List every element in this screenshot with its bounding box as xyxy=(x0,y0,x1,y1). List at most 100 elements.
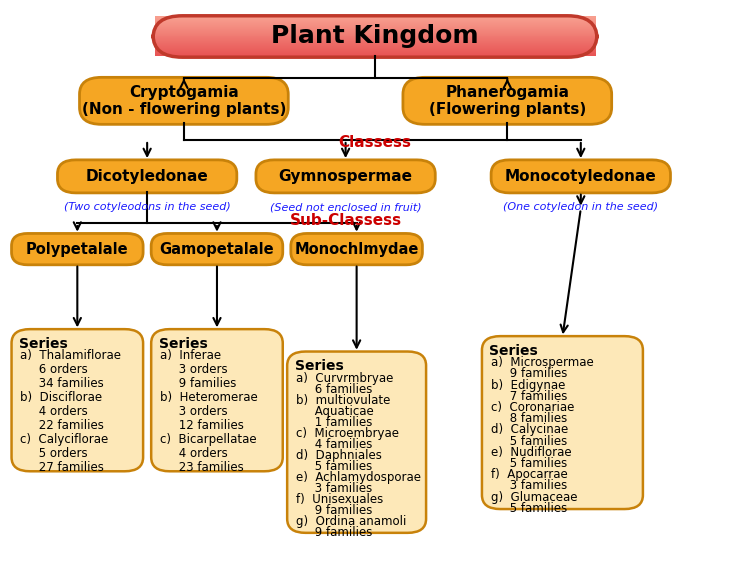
Text: 5 families: 5 families xyxy=(490,502,567,515)
Text: g)  Glumaceae: g) Glumaceae xyxy=(490,490,578,504)
Text: a)  Thalamiflorae: a) Thalamiflorae xyxy=(20,349,122,362)
FancyBboxPatch shape xyxy=(154,41,596,42)
Text: d)  Daphniales: d) Daphniales xyxy=(296,449,382,462)
Text: Cryptogamia
(Non - flowering plants): Cryptogamia (Non - flowering plants) xyxy=(82,85,286,117)
FancyBboxPatch shape xyxy=(154,49,596,50)
Text: d)  Calycinae: d) Calycinae xyxy=(490,424,568,436)
Text: Aquaticae: Aquaticae xyxy=(296,405,374,418)
FancyBboxPatch shape xyxy=(154,51,596,52)
FancyBboxPatch shape xyxy=(291,234,422,265)
Text: 4 families: 4 families xyxy=(296,438,372,451)
FancyBboxPatch shape xyxy=(154,48,596,49)
FancyBboxPatch shape xyxy=(11,329,143,471)
Text: 3 orders: 3 orders xyxy=(160,363,228,376)
Text: f)  Unisexuales: f) Unisexuales xyxy=(296,493,383,506)
Text: 8 families: 8 families xyxy=(490,412,567,425)
Text: 6 families: 6 families xyxy=(296,383,372,396)
Text: 27 families: 27 families xyxy=(20,461,104,474)
Text: f)  Apocarrae: f) Apocarrae xyxy=(490,468,568,481)
FancyBboxPatch shape xyxy=(154,26,596,27)
Text: a)  Curvrmbryae: a) Curvrmbryae xyxy=(296,372,393,385)
Text: c)  Calyciflorae: c) Calyciflorae xyxy=(20,433,109,446)
FancyBboxPatch shape xyxy=(154,33,596,34)
FancyBboxPatch shape xyxy=(154,37,596,38)
FancyBboxPatch shape xyxy=(154,35,596,37)
FancyBboxPatch shape xyxy=(154,51,596,53)
Text: Plant Kingdom: Plant Kingdom xyxy=(272,25,478,49)
FancyBboxPatch shape xyxy=(154,28,596,30)
FancyBboxPatch shape xyxy=(154,32,596,34)
Text: 7 families: 7 families xyxy=(490,390,567,403)
FancyBboxPatch shape xyxy=(491,160,670,193)
Text: 34 families: 34 families xyxy=(20,377,104,390)
FancyBboxPatch shape xyxy=(154,31,596,33)
FancyBboxPatch shape xyxy=(154,30,596,31)
Text: (One cotyledon in the seed): (One cotyledon in the seed) xyxy=(503,203,658,212)
Text: e)  Nudiflorae: e) Nudiflorae xyxy=(490,446,572,459)
Text: 5 families: 5 families xyxy=(490,457,567,470)
Text: b)  multiovulate: b) multiovulate xyxy=(296,393,390,407)
FancyBboxPatch shape xyxy=(154,23,596,25)
FancyBboxPatch shape xyxy=(154,17,596,18)
FancyBboxPatch shape xyxy=(154,55,596,56)
Text: g)  Ordina anamoli: g) Ordina anamoli xyxy=(296,514,406,528)
Text: Series: Series xyxy=(295,359,344,373)
FancyBboxPatch shape xyxy=(154,38,596,39)
Text: 23 families: 23 families xyxy=(160,461,244,474)
Text: Polypetalale: Polypetalale xyxy=(26,242,129,256)
FancyBboxPatch shape xyxy=(11,234,143,265)
Text: 9 families: 9 families xyxy=(490,368,567,380)
FancyBboxPatch shape xyxy=(154,42,596,43)
FancyBboxPatch shape xyxy=(256,160,435,193)
FancyBboxPatch shape xyxy=(154,25,596,27)
Text: 9 families: 9 families xyxy=(296,526,372,539)
FancyBboxPatch shape xyxy=(154,22,596,24)
FancyBboxPatch shape xyxy=(152,329,283,471)
Text: 6 orders: 6 orders xyxy=(20,363,88,376)
Text: 9 families: 9 families xyxy=(160,377,236,390)
Text: c)  Bicarpellatae: c) Bicarpellatae xyxy=(160,433,256,446)
Text: (Two cotyleodons in the seed): (Two cotyleodons in the seed) xyxy=(64,203,230,212)
FancyBboxPatch shape xyxy=(58,160,237,193)
FancyBboxPatch shape xyxy=(154,47,596,48)
Text: 22 families: 22 families xyxy=(20,419,104,432)
FancyBboxPatch shape xyxy=(154,43,596,45)
Text: Classess: Classess xyxy=(338,135,412,150)
Text: b)  Heteromerae: b) Heteromerae xyxy=(160,391,258,404)
Text: Dicotyledonae: Dicotyledonae xyxy=(86,169,209,184)
Text: b)  Disciflorae: b) Disciflorae xyxy=(20,391,103,404)
Text: e)  Achlamydosporae: e) Achlamydosporae xyxy=(296,471,421,484)
Text: 3 families: 3 families xyxy=(296,482,372,494)
FancyBboxPatch shape xyxy=(152,234,283,265)
Text: Series: Series xyxy=(489,344,538,358)
FancyBboxPatch shape xyxy=(154,29,596,31)
FancyBboxPatch shape xyxy=(154,24,596,26)
Text: 5 families: 5 families xyxy=(490,435,567,448)
Text: 3 families: 3 families xyxy=(490,480,567,492)
Text: Sub-Classess: Sub-Classess xyxy=(290,213,402,228)
Text: 9 families: 9 families xyxy=(296,504,372,517)
Text: 4 orders: 4 orders xyxy=(160,447,228,460)
FancyBboxPatch shape xyxy=(154,17,596,19)
Text: Monochlmydae: Monochlmydae xyxy=(295,242,418,256)
FancyBboxPatch shape xyxy=(403,77,612,124)
FancyBboxPatch shape xyxy=(80,77,288,124)
FancyBboxPatch shape xyxy=(287,352,426,533)
FancyBboxPatch shape xyxy=(154,20,596,22)
FancyBboxPatch shape xyxy=(154,45,596,46)
Text: a)  Microspermae: a) Microspermae xyxy=(490,356,593,369)
Text: 3 orders: 3 orders xyxy=(160,405,228,418)
FancyBboxPatch shape xyxy=(154,54,596,55)
FancyBboxPatch shape xyxy=(154,39,596,41)
Text: 12 families: 12 families xyxy=(160,419,244,432)
FancyBboxPatch shape xyxy=(154,53,596,54)
Text: Series: Series xyxy=(158,337,207,351)
FancyBboxPatch shape xyxy=(154,36,596,38)
FancyBboxPatch shape xyxy=(154,34,596,35)
FancyBboxPatch shape xyxy=(154,19,596,21)
Text: b)  Edigynae: b) Edigynae xyxy=(490,379,566,392)
Text: a)  Inferae: a) Inferae xyxy=(160,349,221,362)
Text: (Seed not enclosed in fruit): (Seed not enclosed in fruit) xyxy=(270,203,422,212)
FancyBboxPatch shape xyxy=(154,40,596,41)
FancyBboxPatch shape xyxy=(154,27,596,29)
